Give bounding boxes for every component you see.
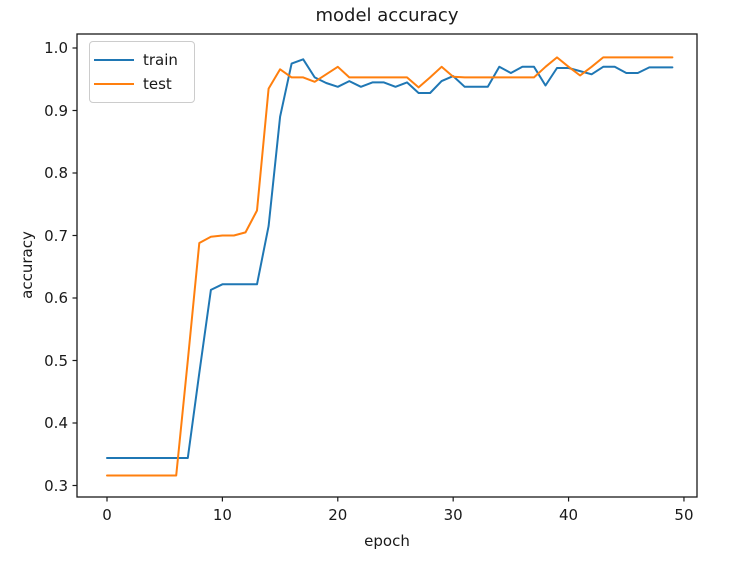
test-line-swatch xyxy=(94,83,134,85)
legend-item-train: train xyxy=(94,50,186,70)
x-axis-label: epoch xyxy=(364,532,410,550)
y-tick-label: 0.4 xyxy=(44,414,68,432)
y-tick-label: 0.5 xyxy=(44,351,68,370)
x-tick-label: 50 xyxy=(674,506,694,524)
y-tick-label: 0.6 xyxy=(44,289,68,307)
y-tick-label: 1.0 xyxy=(44,39,68,57)
axes-spines xyxy=(76,33,698,498)
x-tick-label: 30 xyxy=(443,506,463,524)
x-tick-label: 40 xyxy=(559,506,579,524)
train-line-swatch xyxy=(94,59,134,61)
test-line xyxy=(106,56,674,477)
legend-label-test: test xyxy=(143,75,172,93)
y-tick-label: 0.3 xyxy=(44,476,68,495)
x-tick-label: 20 xyxy=(328,506,348,524)
y-tick-label: 0.9 xyxy=(44,101,68,120)
train-line xyxy=(106,58,674,459)
y-tick-label: 0.7 xyxy=(44,226,68,245)
y-tick-label: 0.8 xyxy=(44,164,68,182)
y-axis-label: accuracy xyxy=(18,231,36,299)
x-tick-label: 0 xyxy=(102,506,112,524)
chart-title: model accuracy xyxy=(315,5,459,26)
legend-label-train: train xyxy=(143,51,178,69)
x-tick-label: 10 xyxy=(212,506,232,524)
legend-item-test: test xyxy=(94,74,186,94)
legend: train test xyxy=(89,41,195,103)
